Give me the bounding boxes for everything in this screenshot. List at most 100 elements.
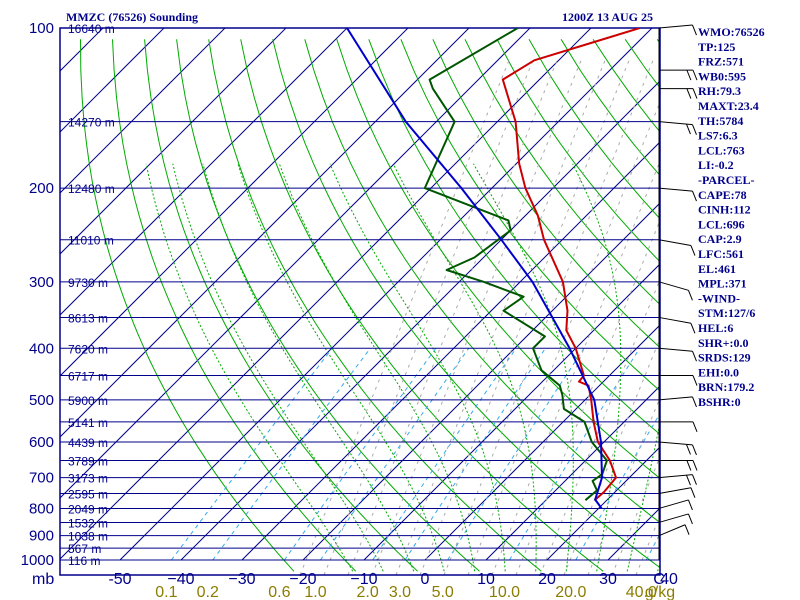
wind-barb-feather [690, 245, 696, 256]
height-label: 12480 m [68, 182, 115, 196]
temperature-label: 10 [477, 571, 495, 588]
index-item: EHI:0.0 [698, 365, 739, 379]
dry-adiabat [753, 39, 800, 571]
pressure-label: 900 [29, 528, 54, 545]
dry-adiabat [208, 39, 542, 572]
wind-barb-feather [685, 474, 691, 486]
temperature-label: −20 [289, 571, 316, 588]
saturation-guide [756, 58, 800, 575]
isotherm-line [424, 324, 660, 561]
mixing-ratio-label: 40.0 [626, 584, 657, 600]
wind-barb-feather [686, 460, 692, 471]
dry-adiabat [464, 39, 660, 306]
pressure-label: 600 [29, 434, 54, 451]
saturation-guide [467, 100, 660, 575]
grid-lines [60, 28, 800, 575]
pressure-label: 400 [29, 340, 54, 357]
dry-adiabat [176, 39, 480, 572]
station-title: MMZC (76526) Sounding [66, 10, 198, 24]
dry-adiabat [112, 39, 357, 572]
isotherm-line [546, 446, 660, 561]
index-item: TP:125 [698, 40, 735, 54]
temperature-unit: C [653, 571, 665, 588]
wind-barb-feather [685, 123, 691, 135]
height-label: 9730 m [68, 276, 108, 290]
wind-barb [658, 239, 692, 247]
height-label: 567 m [68, 542, 101, 556]
mixing-ratio-label: 2.0 [357, 584, 379, 600]
indices-panel: WMO:76526TP:125FRZ:571WB0:595RH:79.3MAXT… [698, 25, 765, 409]
dry-adiabat [400, 39, 660, 392]
wind-barb-feather [692, 396, 697, 408]
index-item: HEL:6 [698, 321, 733, 335]
pressure-label: 100 [29, 20, 54, 37]
wind-barb [658, 24, 693, 29]
wind-barb [658, 441, 693, 446]
isotherm-line [60, 28, 348, 316]
mixing-ratio-line [212, 347, 371, 561]
wind-barb [658, 524, 686, 537]
index-item: LI:-0.2 [698, 158, 734, 172]
index-item: EL:461 [698, 262, 736, 276]
temperature-label: 30 [599, 571, 617, 588]
sounding-profiles [346, 28, 641, 509]
pressure-label: 800 [29, 500, 54, 517]
wind-barb-feather [692, 421, 698, 433]
mixing-ratio-label: 3.0 [389, 584, 411, 600]
temperature-line [501, 28, 641, 501]
index-item: RH:79.3 [698, 84, 741, 98]
temperature-label: 40 [660, 571, 678, 588]
dry-adiabat [144, 39, 418, 572]
index-item: CINH:112 [698, 203, 751, 217]
parcel-line [346, 28, 603, 509]
wind-barb [658, 499, 689, 509]
wind-barb-feather [692, 351, 697, 362]
height-label: 2595 m [68, 488, 108, 502]
wind-barb-feather [690, 487, 696, 498]
isotherm-line [60, 28, 592, 560]
index-item: -WIND- [698, 291, 740, 305]
wind-barb-feather [686, 88, 692, 99]
pressure-label: 700 [29, 470, 54, 487]
isotherm-line [60, 28, 226, 194]
height-label: 4439 m [68, 436, 108, 450]
height-label: 5900 m [68, 394, 108, 408]
index-item: STM:127/6 [698, 306, 755, 320]
index-item: -PARCEL- [698, 173, 754, 187]
index-item: SRDS:129 [698, 351, 751, 365]
wind-barb [658, 513, 689, 523]
mixing-ratio-unit: g/kg [645, 584, 675, 600]
saturation-guide [419, 57, 631, 575]
height-label: 16640 m [68, 22, 115, 36]
wind-barb-feather [692, 474, 697, 485]
temperature-label: -50 [108, 571, 131, 588]
pressure-label: 200 [29, 180, 54, 197]
saturation-guide [587, 396, 660, 575]
index-item: WB0:595 [698, 69, 746, 83]
height-label: 2049 m [68, 502, 108, 516]
isotherm-line [363, 263, 660, 561]
dry-adiabat [785, 39, 800, 571]
moist-adiabat [172, 163, 384, 572]
height-label: 11010 m [68, 234, 114, 248]
temperature-label: 0 [421, 571, 430, 588]
mixing-ratio-line [509, 348, 641, 561]
wind-barb-feather [692, 24, 697, 36]
height-label: 5141 m [68, 416, 108, 430]
wind-barb-feather [686, 69, 692, 81]
wind-barb-feather [684, 524, 690, 535]
mixing-ratio-label: 0.6 [268, 584, 290, 600]
pressure-label: 300 [29, 274, 54, 291]
height-label: 7620 m [68, 342, 108, 356]
moist-adiabat [329, 163, 506, 572]
saturation-guide [299, 57, 511, 575]
isotherm-line [60, 28, 470, 438]
index-item: CAPE:78 [698, 188, 747, 202]
index-item: LCL:696 [698, 217, 745, 231]
temperature-label: −30 [228, 571, 255, 588]
wind-barb-feather [692, 460, 698, 471]
dry-adiabat [496, 39, 660, 263]
saturation-guide [371, 57, 583, 575]
isotherm-line [60, 28, 409, 377]
